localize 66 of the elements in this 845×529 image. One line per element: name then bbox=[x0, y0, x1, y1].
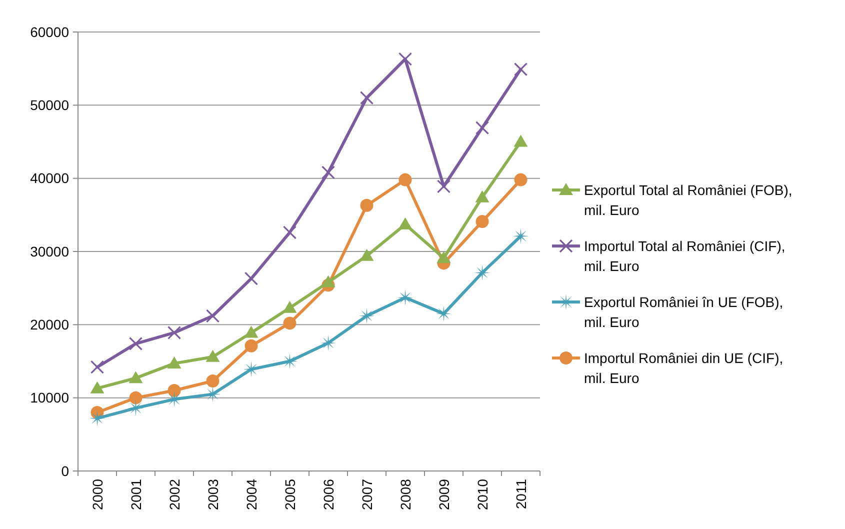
point bbox=[436, 251, 451, 264]
point bbox=[321, 275, 336, 288]
point bbox=[244, 272, 258, 286]
point bbox=[360, 248, 374, 261]
x-tick-label: 2009 bbox=[436, 478, 452, 510]
point bbox=[436, 306, 452, 322]
x-tick-label: 2008 bbox=[397, 478, 414, 510]
point bbox=[129, 391, 142, 404]
point bbox=[360, 91, 374, 105]
point bbox=[321, 166, 336, 180]
point bbox=[128, 336, 143, 350]
x-tick-label: 2007 bbox=[358, 478, 375, 510]
legend-label: Exportul Total al României (FOB), mil. Euro bbox=[584, 182, 792, 218]
point bbox=[320, 334, 336, 351]
point bbox=[514, 173, 528, 186]
point bbox=[206, 350, 220, 362]
x-tick-label: 2011 bbox=[512, 478, 529, 510]
legend-label: Importul României din UE (CIF), mil. Euro bbox=[584, 350, 784, 386]
legend-label: Exportul României în UE (FOB), mil. Euro bbox=[584, 294, 784, 330]
point bbox=[397, 290, 414, 306]
y-tick-label: 30000 bbox=[30, 243, 70, 260]
point bbox=[476, 215, 489, 228]
point bbox=[475, 190, 490, 202]
point bbox=[206, 374, 220, 388]
point bbox=[244, 326, 258, 338]
x-tick-label: 2001 bbox=[128, 478, 144, 510]
x-tick-label: 2006 bbox=[320, 478, 336, 510]
point bbox=[90, 360, 104, 374]
x-tick-label: 2010 bbox=[474, 478, 490, 510]
point bbox=[514, 62, 528, 76]
point bbox=[360, 198, 374, 212]
legend-label: Importul Total al României (CIF), mil. Euro bbox=[584, 238, 786, 274]
point bbox=[398, 173, 412, 186]
point bbox=[282, 226, 297, 240]
y-tick-label: 20000 bbox=[30, 316, 70, 333]
point bbox=[128, 400, 144, 416]
point bbox=[168, 384, 181, 398]
point bbox=[283, 316, 296, 330]
point bbox=[89, 410, 106, 426]
y-tick-label: 40000 bbox=[30, 170, 70, 186]
y-tick-label: 10000 bbox=[30, 390, 70, 406]
y-tick-label: 50000 bbox=[30, 97, 70, 114]
y-tick-label: 0 bbox=[61, 462, 70, 479]
point bbox=[282, 353, 298, 370]
point bbox=[206, 309, 220, 323]
x-tick-label: 2002 bbox=[166, 478, 182, 510]
point bbox=[475, 121, 490, 135]
point bbox=[514, 134, 528, 147]
point bbox=[474, 264, 490, 281]
point bbox=[244, 339, 258, 352]
point bbox=[90, 381, 104, 394]
point bbox=[167, 326, 182, 340]
y-tick-label: 60000 bbox=[30, 24, 70, 40]
x-tick-label: 2000 bbox=[89, 478, 106, 510]
point bbox=[282, 300, 297, 313]
point bbox=[512, 228, 529, 244]
x-tick-label: 2003 bbox=[204, 478, 221, 510]
point bbox=[398, 217, 412, 230]
point bbox=[243, 361, 260, 378]
point bbox=[436, 180, 451, 194]
point bbox=[398, 52, 412, 66]
x-tick-label: 2004 bbox=[243, 478, 260, 510]
x-tick-label: 2005 bbox=[282, 478, 298, 510]
point bbox=[358, 308, 375, 324]
point bbox=[167, 356, 182, 368]
point bbox=[128, 371, 143, 384]
